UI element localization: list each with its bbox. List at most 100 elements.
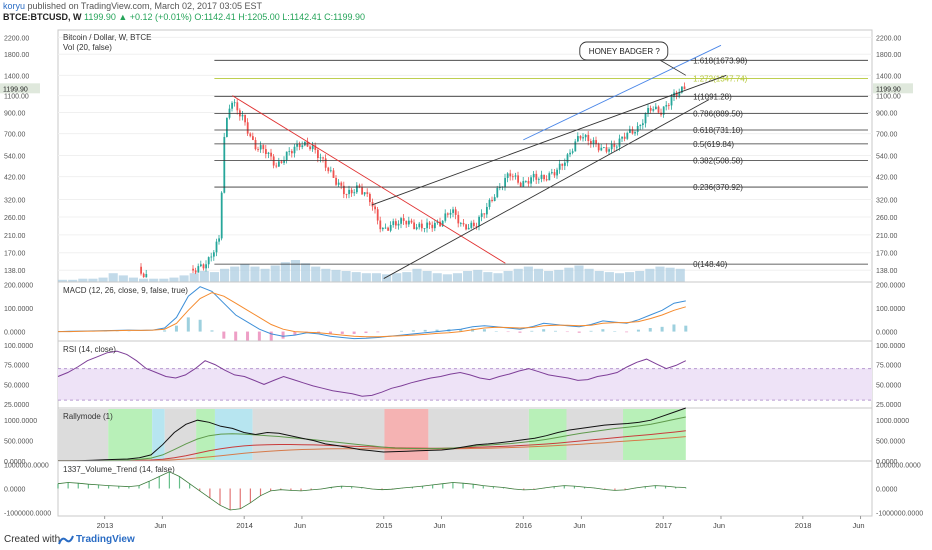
candle-body [504,177,507,187]
time-tick-label: Jun [573,521,585,530]
volume-bar [159,278,169,282]
candle-body [569,152,572,155]
author-link[interactable]: koryu [3,1,26,11]
candle-body [530,177,533,184]
volume-bar [503,271,513,282]
price-tick-label-right: 1400.00 [876,73,901,80]
volume-bar [564,267,574,282]
candle-body [499,186,501,189]
candle-body [538,178,540,180]
macd-histogram-bar [554,330,558,332]
fib-level-label: 0.236(370.92) [693,183,743,192]
macd-histogram-bar [376,331,380,333]
volume-bar [604,272,614,282]
candle-body [467,227,470,230]
candle-body [454,209,457,215]
volume-bar [635,271,645,282]
volume-bar [169,277,179,282]
candle-body [561,163,564,166]
fib-level-label: 0.382(508.58) [693,157,743,166]
rallymode-regime-band [152,409,165,460]
candle-body [249,133,252,137]
volume-bar [88,278,98,282]
candle-body [462,223,465,225]
rallymode-ma-slowest [58,436,686,462]
candle-body [301,145,304,148]
indicator-tick-left: 200.0000 [4,282,33,289]
indicator-tick-right: 1000000.0000 [876,463,921,470]
candle-body [488,199,491,207]
tradingview-brand-link[interactable]: TradingView [76,534,135,545]
candle-body [655,106,657,110]
volume-trend-label: 1337_Volume_Trend (14, false) [63,465,175,474]
volume-bar [574,265,584,282]
candle-body [587,134,590,142]
indicator-tick-right: -1000000.0000 [876,510,923,517]
annotation-callout [579,41,669,61]
volume-bar [139,278,149,282]
candle-body [626,132,629,139]
candle-body [647,107,650,114]
candle-body [205,264,208,269]
macd-histogram-bar [423,329,427,332]
indicator-tick-right: 1000.0000 [876,418,909,425]
candle-body [369,193,371,203]
candle-body [213,252,215,257]
candle-body [564,162,566,166]
candle-body [652,109,655,111]
price-tick-label-left: 1100.00 [4,94,29,101]
volume-bar [594,271,604,282]
volume-bar [452,273,463,282]
rallymode-ma-fast [58,416,686,462]
candle-body [486,206,488,215]
candle-body [603,147,605,148]
candle-body [642,123,644,126]
fib-level-label: 0.786(889.50) [693,109,743,118]
chart-canvas[interactable]: 2200.00 2200.00 1800.00 1800.00 1400.00 1400.… [0,24,932,531]
time-tick-label: 2017 [655,521,672,530]
time-tick-label: Jun [294,521,306,530]
candle-body [447,213,449,215]
candle-body [413,222,416,230]
macd-histogram-bar [210,330,214,332]
candle-body [491,199,494,202]
candle-body [590,141,592,144]
macd-histogram-bar [577,331,581,333]
time-tick-label: Jun [154,521,166,530]
pane-frame [57,460,873,517]
candle-body [522,181,525,187]
candle-body [350,189,353,194]
volume-bar [402,272,412,282]
volume-bar [108,273,118,282]
candle-body [200,264,202,267]
candle-body [353,192,356,194]
candle-body [283,160,286,163]
candle-body [340,182,343,186]
macd-histogram-bar [542,329,546,332]
indicator-tick-right: 500.0000 [876,439,905,446]
candle-body [382,227,384,230]
candle-body [519,182,522,187]
publish-info: koryu published on TradingView.com, Marc… [3,1,262,11]
volume-bar [189,273,199,282]
volume-bar [645,268,655,282]
candle-body [241,114,244,117]
candle-body [374,206,377,210]
candle-body [439,221,442,227]
macd-histogram-bar [648,328,652,332]
candle-body [426,222,429,229]
candle-body [337,182,340,185]
fib-level-label: 1(1091.28) [693,92,732,101]
candle-body [634,132,637,134]
volume-bar [675,268,685,282]
rallymode-label: Rallymode (1) [63,412,113,421]
candle-body [259,145,262,150]
rallymode-regime-band [252,409,385,460]
volume-bar [118,275,128,282]
fib-level-label: 1.272(1347.74) [693,75,748,84]
macd-histogram-bar [601,329,605,332]
price-tick-label-right: 320.00 [876,197,898,204]
candle-body [616,146,618,148]
macd-histogram-bar [174,325,178,332]
volume-bar [250,266,260,282]
